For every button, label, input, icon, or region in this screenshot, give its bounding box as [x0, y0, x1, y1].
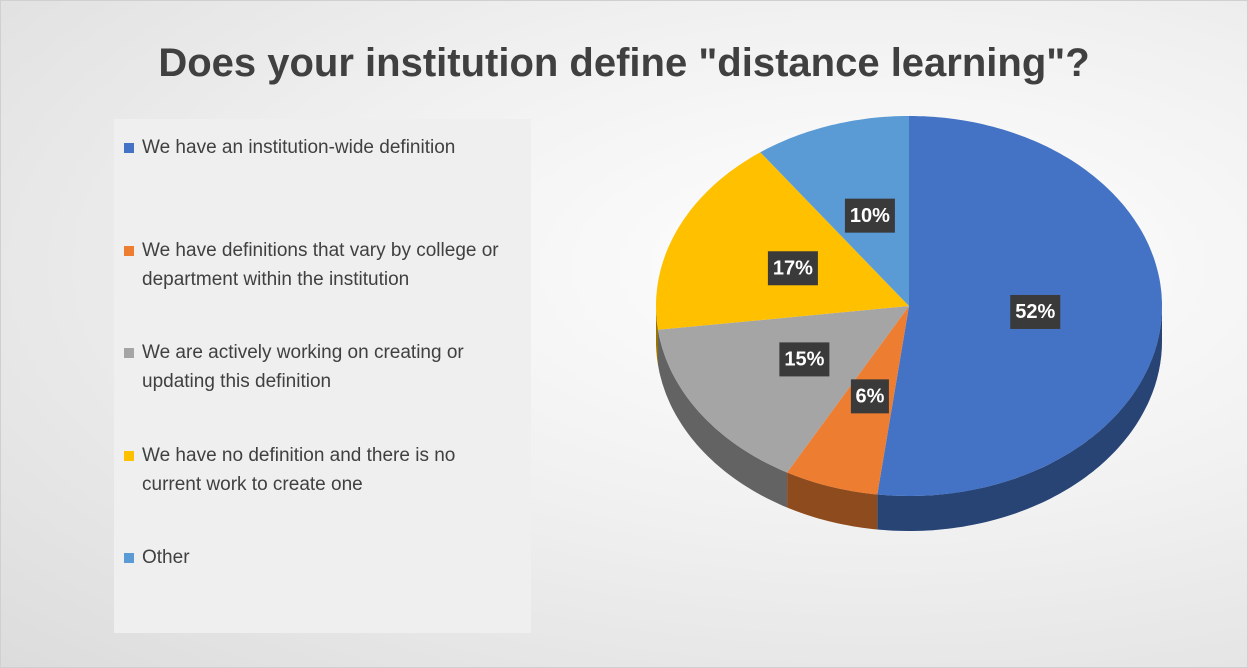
data-label: 15%: [784, 349, 824, 371]
slice-side: [656, 306, 658, 365]
legend-item: We have no definition and there is no cu…: [124, 441, 519, 499]
legend-label: We are actively working on creating or u…: [142, 342, 464, 392]
side-shade: [787, 472, 878, 530]
slice-side: [658, 329, 788, 508]
slice: [760, 116, 909, 306]
legend-item: Other: [124, 543, 519, 572]
data-label-box: [850, 379, 889, 414]
slice-side: [877, 306, 1162, 531]
legend-swatch: [124, 143, 134, 153]
legend-item: We have an institution-wide definition: [124, 133, 519, 162]
legend-label: We have no definition and there is no cu…: [142, 444, 456, 495]
legend-item: We have definitions that vary by college…: [124, 236, 519, 294]
side-shade: [658, 329, 788, 508]
slice: [658, 306, 909, 473]
side-shade: [656, 306, 658, 365]
side-shade: [877, 306, 1162, 531]
slice: [656, 152, 909, 330]
data-label-box: [1010, 294, 1061, 329]
legend-label: Other: [142, 547, 190, 568]
data-label: 52%: [1015, 301, 1055, 323]
legend-swatch: [124, 245, 134, 256]
chart-title: Does your institution define "distance l…: [158, 41, 1090, 85]
slice-side: [787, 472, 878, 530]
legend-swatch: [124, 348, 134, 358]
legend-label: We have definitions that vary by college…: [142, 239, 499, 290]
data-label: 17%: [773, 258, 813, 280]
legend-item: We are actively working on creating or u…: [124, 338, 519, 396]
data-label-box: [844, 198, 895, 233]
data-label-box: [779, 342, 830, 377]
legend-label: We have an institution-wide definition: [142, 137, 456, 158]
legend-swatch: [124, 553, 134, 563]
data-label: 10%: [850, 205, 890, 227]
legend: We have an institution-wide definition We…: [114, 119, 531, 633]
data-label-box: [767, 251, 818, 286]
slice: [787, 306, 909, 495]
data-label: 6%: [855, 386, 884, 408]
legend-swatch: [124, 450, 134, 461]
